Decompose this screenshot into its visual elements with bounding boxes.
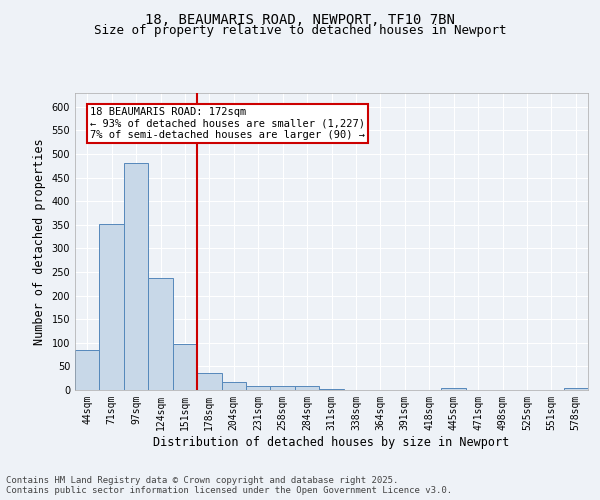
Text: Size of property relative to detached houses in Newport: Size of property relative to detached ho… (94, 24, 506, 37)
Bar (124, 164, 148, 390)
Text: Contains HM Land Registry data © Crown copyright and database right 2025.
Contai: Contains HM Land Registry data © Crown c… (6, 476, 452, 495)
Bar (173, 344, 197, 390)
Bar (197, 373, 221, 390)
Bar (442, 388, 466, 390)
Bar (295, 386, 319, 390)
Text: 18 BEAUMARIS ROAD: 172sqm
← 93% of detached houses are smaller (1,227)
7% of sem: 18 BEAUMARIS ROAD: 172sqm ← 93% of detac… (90, 106, 365, 140)
Y-axis label: Number of detached properties: Number of detached properties (33, 138, 46, 344)
Text: 18, BEAUMARIS ROAD, NEWPORT, TF10 7BN: 18, BEAUMARIS ROAD, NEWPORT, TF10 7BN (145, 12, 455, 26)
Bar (319, 388, 344, 390)
Bar (563, 388, 588, 390)
Bar (271, 386, 295, 390)
Bar (148, 278, 173, 390)
Bar (75, 350, 100, 390)
Bar (246, 386, 271, 390)
X-axis label: Distribution of detached houses by size in Newport: Distribution of detached houses by size … (154, 436, 509, 448)
Bar (221, 382, 246, 390)
Bar (100, 224, 124, 390)
